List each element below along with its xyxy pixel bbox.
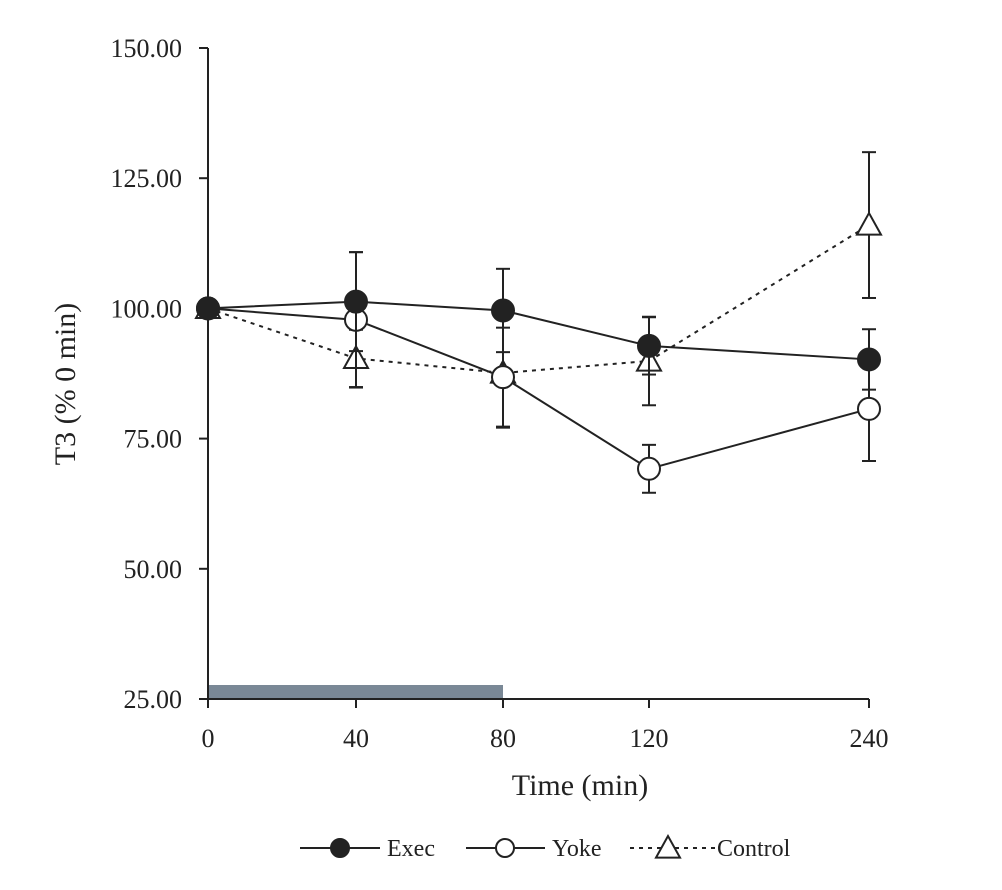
data-point — [857, 347, 881, 372]
series-line — [207, 307, 870, 470]
data-point — [491, 365, 515, 390]
y-tick-label: 50.00 — [124, 555, 183, 584]
data-point — [857, 396, 881, 421]
y-tick-label: 75.00 — [124, 425, 183, 454]
y-tick-label: 150.00 — [111, 34, 183, 63]
y-tick-label: 100.00 — [111, 294, 183, 323]
x-tick-label: 80 — [490, 724, 516, 753]
legend: Exec Yoke Control — [300, 833, 791, 862]
y-axis-title: T3 (% 0 min) — [49, 303, 82, 465]
data-point — [344, 289, 368, 314]
data-point — [855, 211, 883, 236]
exercise-bar-layer — [208, 685, 503, 698]
legend-label: Exec — [387, 836, 435, 862]
data-point — [491, 298, 515, 323]
x-tick-label: 240 — [850, 724, 889, 753]
y-tick-label: 25.00 — [124, 685, 183, 714]
legend-item-exec: Exec — [300, 836, 435, 862]
x-tick-label: 40 — [343, 724, 369, 753]
y-tick-label: 125.00 — [111, 164, 183, 193]
legend-label: Control — [717, 836, 791, 862]
legend-item-yoke: Yoke — [466, 836, 602, 862]
series-layer — [194, 151, 883, 494]
series-line — [207, 224, 870, 374]
exercise-period-bar — [208, 685, 503, 698]
legend-marker — [654, 833, 682, 859]
series-yoke — [196, 251, 881, 494]
x-axis-title: Time (min) — [512, 769, 648, 802]
data-point — [637, 456, 661, 481]
legend-marker — [330, 838, 350, 858]
legend-label: Yoke — [552, 836, 602, 862]
data-point — [196, 296, 220, 321]
series-exec — [196, 251, 881, 391]
data-point — [637, 333, 661, 358]
x-tick-label: 0 — [202, 724, 215, 753]
series-line — [207, 300, 870, 361]
legend-item-control: Control — [630, 833, 791, 862]
axes: 25.00 50.00 75.00 100.00 125.00 150.00 0 40 80 12… — [49, 34, 889, 802]
series-control — [194, 151, 883, 429]
x-tick-label: 120 — [630, 724, 669, 753]
legend-marker — [495, 838, 515, 858]
